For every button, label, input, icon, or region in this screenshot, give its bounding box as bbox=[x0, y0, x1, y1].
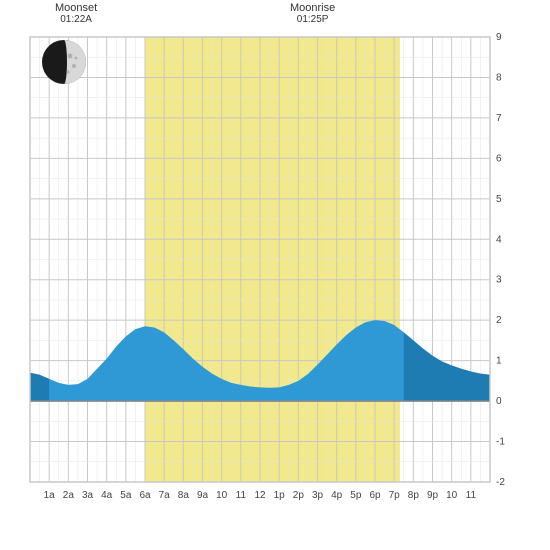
moonset-label: Moonset 01:22A bbox=[55, 2, 97, 25]
svg-text:9: 9 bbox=[496, 32, 502, 43]
moonrise-time: 01:25P bbox=[290, 14, 335, 25]
svg-text:3: 3 bbox=[496, 275, 502, 286]
moonrise-label: Moonrise 01:25P bbox=[290, 2, 335, 25]
svg-text:6a: 6a bbox=[139, 490, 151, 501]
svg-text:7p: 7p bbox=[389, 490, 401, 501]
svg-text:8a: 8a bbox=[178, 490, 190, 501]
svg-text:-1: -1 bbox=[496, 437, 505, 448]
svg-text:1p: 1p bbox=[274, 490, 286, 501]
svg-text:2: 2 bbox=[496, 315, 502, 326]
svg-text:7a: 7a bbox=[159, 490, 171, 501]
svg-text:2p: 2p bbox=[293, 490, 305, 501]
svg-text:4a: 4a bbox=[101, 490, 113, 501]
svg-text:12: 12 bbox=[254, 490, 266, 501]
svg-text:11: 11 bbox=[466, 490, 477, 501]
svg-text:5a: 5a bbox=[120, 490, 132, 501]
svg-text:4: 4 bbox=[496, 234, 502, 245]
svg-text:-2: -2 bbox=[496, 477, 505, 488]
svg-text:10: 10 bbox=[446, 490, 458, 501]
svg-text:6p: 6p bbox=[369, 490, 381, 501]
tide-chart: -2-101234567891a2a3a4a5a6a7a8a9a1011121p… bbox=[20, 32, 520, 512]
svg-text:7: 7 bbox=[496, 113, 502, 124]
moonset-time: 01:22A bbox=[55, 14, 97, 25]
svg-text:5: 5 bbox=[496, 194, 502, 205]
svg-text:11: 11 bbox=[236, 490, 247, 501]
svg-text:10: 10 bbox=[216, 490, 228, 501]
moonrise-title: Moonrise bbox=[290, 2, 335, 14]
svg-text:4p: 4p bbox=[331, 490, 343, 501]
svg-text:9p: 9p bbox=[427, 490, 439, 501]
svg-text:3a: 3a bbox=[82, 490, 94, 501]
svg-text:3p: 3p bbox=[312, 490, 324, 501]
svg-text:1a: 1a bbox=[44, 490, 56, 501]
svg-text:9a: 9a bbox=[197, 490, 209, 501]
moon-phase-icon bbox=[40, 38, 88, 86]
moonset-title: Moonset bbox=[55, 2, 97, 14]
svg-text:5p: 5p bbox=[350, 490, 362, 501]
svg-text:8p: 8p bbox=[408, 490, 420, 501]
svg-text:6: 6 bbox=[496, 153, 502, 164]
svg-text:1: 1 bbox=[496, 356, 502, 367]
svg-text:2a: 2a bbox=[63, 490, 75, 501]
svg-text:0: 0 bbox=[496, 396, 502, 407]
svg-text:8: 8 bbox=[496, 72, 502, 83]
